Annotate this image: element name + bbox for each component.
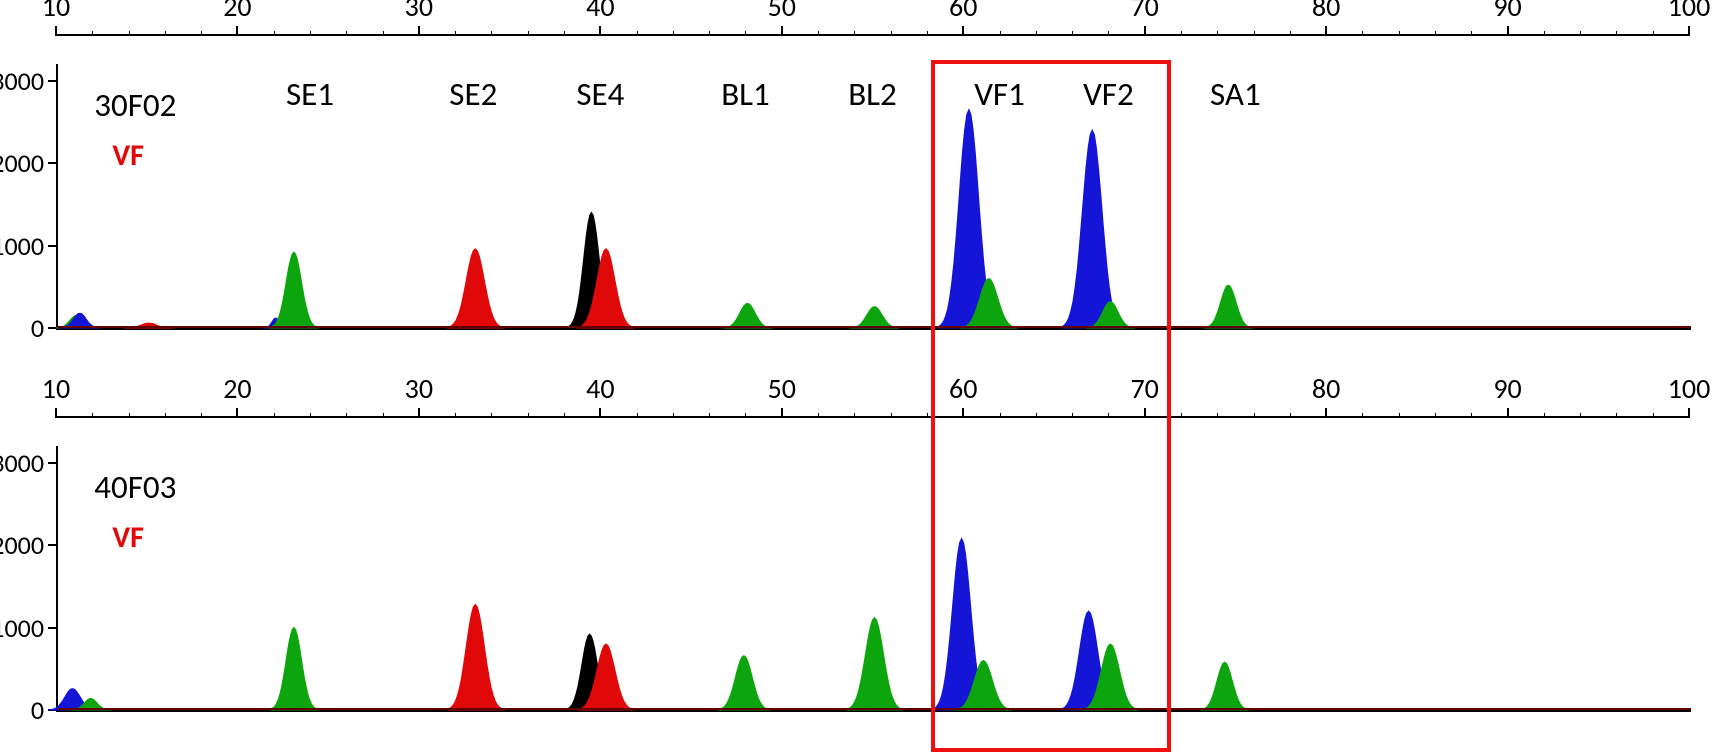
x-tick-label: 50 [768,0,796,24]
y-tick-label: 3000 [0,447,58,479]
sample-code: VF [112,519,144,556]
sample-label: 30F02 [94,85,176,125]
locus-label: SA1 [1210,74,1261,114]
x-tick-label: 40 [586,371,614,406]
x-tick-label: 30 [405,371,433,406]
peak [1204,285,1252,328]
peak [1201,662,1249,710]
x-tick-label: 70 [1130,0,1158,24]
highlight-box [931,60,1171,752]
peak [447,604,503,710]
baseline [58,708,1691,710]
peak [847,618,903,710]
y-tick-label: 3000 [0,65,58,97]
locus-label: SE2 [449,74,497,114]
x-tick-label: 80 [1312,371,1340,406]
peak [718,656,770,710]
y-tick-label: 2000 [0,147,58,179]
sample-label: 40F03 [94,467,176,507]
peak [851,307,899,328]
peak [270,252,318,328]
locus-label: BL1 [721,74,770,114]
x-tick-label: 20 [223,371,251,406]
x-tick-label: 80 [1312,0,1340,24]
baseline [58,326,1691,328]
peaks-svg [58,446,1691,712]
electropherogram-figure: 102030405060708090100010002000300030F02V… [0,0,1727,752]
x-tick-label: 20 [223,0,251,24]
x-tick-label: 30 [405,0,433,24]
x-axis: 102030405060708090100 [56,386,1689,418]
peak [724,303,772,328]
sample-code: VF [112,137,144,174]
x-tick-label: 50 [768,371,796,406]
plot-area: 010002000300040F03VF [56,446,1691,712]
peak [447,249,503,328]
x-tick-label: 10 [42,0,70,24]
x-tick-label: 90 [1493,371,1521,406]
locus-label: BL2 [848,74,897,114]
x-tick-label: 40 [586,0,614,24]
locus-label: SE4 [576,74,624,114]
locus-label: SE1 [286,74,334,114]
x-tick-label: 10 [42,371,70,406]
y-tick-label: 2000 [0,529,58,561]
y-tick-label: 1000 [0,230,58,262]
y-tick-label: 0 [31,312,58,344]
y-tick-label: 1000 [0,612,58,644]
x-tick-label: 90 [1493,0,1521,24]
x-tick-label: 100 [1668,0,1711,24]
x-tick-label: 100 [1668,371,1711,406]
x-tick-label: 60 [949,0,977,24]
x-axis: 102030405060708090100 [56,4,1689,36]
peak [270,628,318,711]
